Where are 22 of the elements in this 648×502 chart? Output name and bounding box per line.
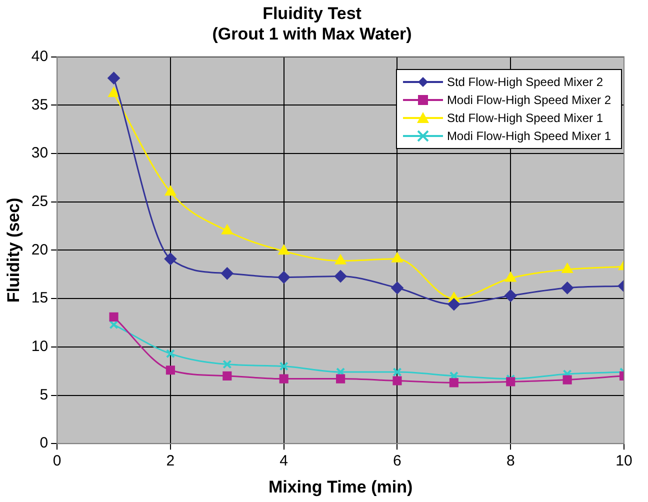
x-axis-title: Mixing Time (min) bbox=[268, 477, 413, 496]
legend-label: Std Flow-High Speed Mixer 1 bbox=[446, 110, 604, 127]
x-tick-label: 10 bbox=[616, 452, 632, 470]
x-tick-label: 4 bbox=[280, 452, 288, 470]
legend-label: Std Flow-High Speed Mixer 2 bbox=[446, 74, 604, 91]
x-tick-label: 8 bbox=[506, 452, 515, 470]
y-tick-label: 0 bbox=[40, 434, 48, 452]
y-tick-label: 25 bbox=[31, 192, 48, 210]
chart-title: Fluidity Test (Grout 1 with Max Water) bbox=[212, 4, 412, 44]
y-tick-label: 30 bbox=[31, 144, 48, 162]
y-tick-label: 40 bbox=[31, 48, 48, 65]
y-tick-label: 5 bbox=[40, 386, 48, 404]
y-tick-label: 35 bbox=[31, 96, 48, 114]
y-tick-label: 15 bbox=[31, 290, 48, 307]
y-tick-label: 10 bbox=[31, 338, 48, 356]
y-axis-title: Fluidity (sec) bbox=[4, 198, 23, 303]
x-tick-label: 0 bbox=[52, 452, 62, 470]
x-tick-label: 6 bbox=[393, 452, 402, 470]
legend-label: Modi Flow-High Speed Mixer 1 bbox=[446, 128, 611, 145]
y-tick-label: 20 bbox=[31, 241, 48, 258]
x-tick-label: 2 bbox=[166, 452, 175, 470]
legend-label: Modi Flow-High Speed Mixer 2 bbox=[446, 92, 611, 109]
